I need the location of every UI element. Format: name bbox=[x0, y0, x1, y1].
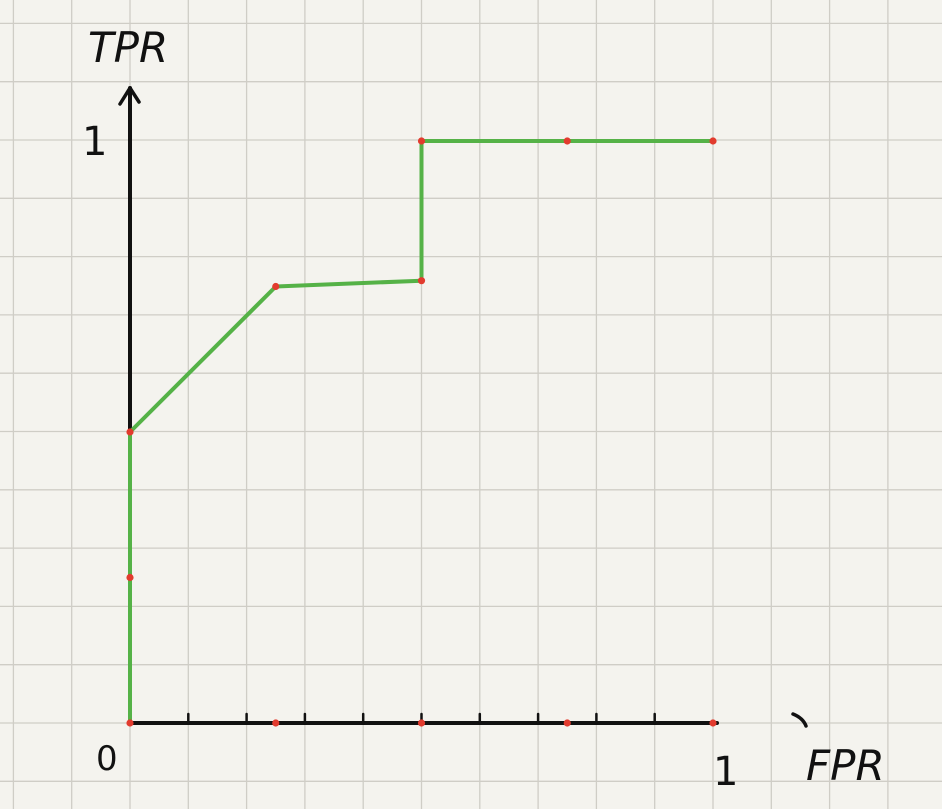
data-point-marker bbox=[709, 137, 717, 145]
data-point-marker bbox=[417, 137, 426, 145]
origin-tick-label: 0 bbox=[96, 739, 118, 779]
x-axis-arrowhead bbox=[791, 712, 808, 728]
y-axis-arrowhead bbox=[118, 86, 141, 106]
data-point-marker bbox=[709, 719, 717, 727]
data-point-marker bbox=[272, 719, 280, 727]
data-point-marker bbox=[563, 137, 571, 145]
series-layer bbox=[128, 139, 715, 725]
x-axis-label: FPR bbox=[806, 741, 885, 790]
data-point-marker bbox=[126, 573, 134, 582]
marker-layer bbox=[126, 137, 717, 727]
data-point-marker bbox=[272, 282, 280, 291]
data-point-marker bbox=[126, 719, 134, 727]
x-minor-ticks bbox=[187, 712, 656, 725]
y-max-tick-label: 1 bbox=[82, 119, 107, 165]
data-point-marker bbox=[126, 428, 134, 436]
data-point-marker bbox=[417, 277, 426, 285]
data-point-marker bbox=[417, 719, 426, 727]
roc-series-line bbox=[128, 139, 715, 725]
y-axis-label: TPR bbox=[88, 23, 168, 72]
axes bbox=[118, 86, 808, 728]
data-point-marker bbox=[563, 719, 571, 727]
x-max-tick-label: 1 bbox=[713, 749, 738, 795]
